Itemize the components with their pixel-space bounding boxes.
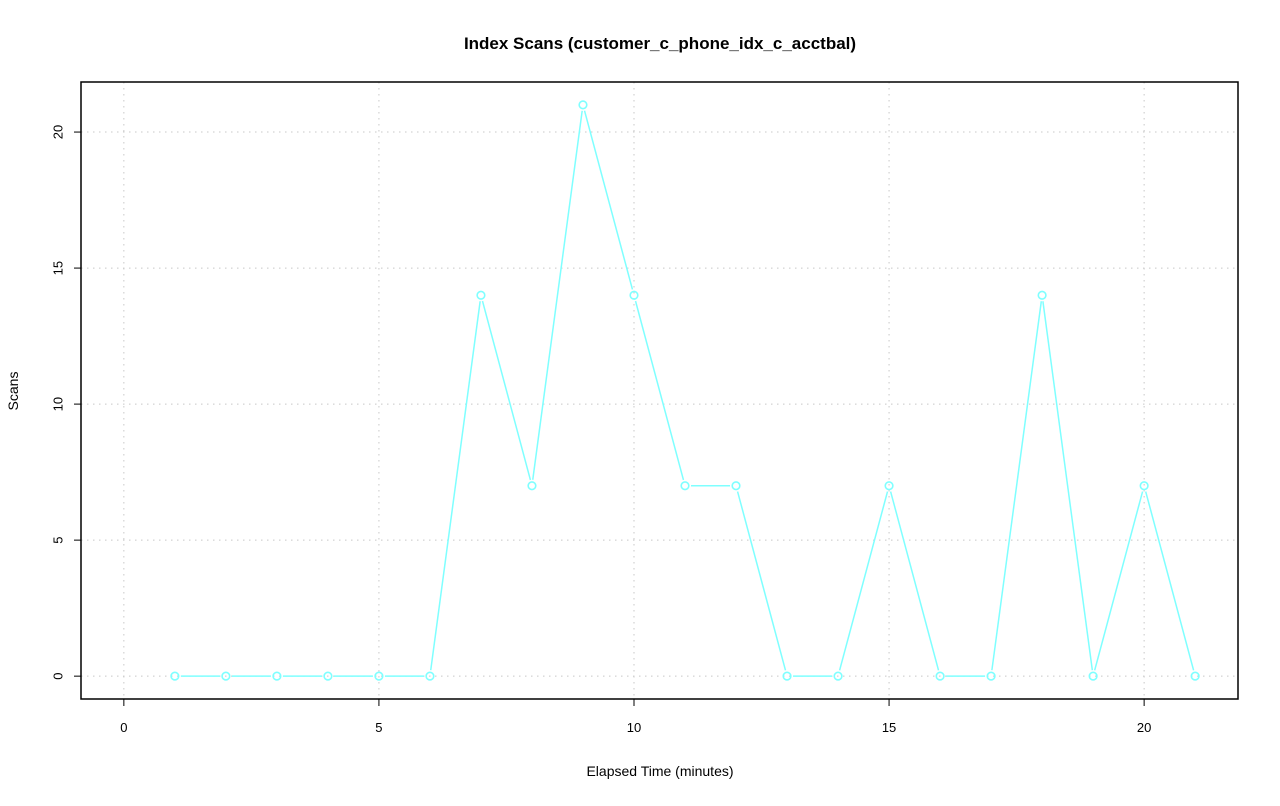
- series-line-segment: [481, 300, 532, 481]
- data-point: [629, 290, 639, 300]
- x-tick-label: 0: [120, 720, 127, 735]
- series-line-segment: [889, 491, 940, 671]
- data-point: [527, 481, 537, 491]
- data-point: [323, 671, 333, 681]
- data-point: [680, 481, 690, 491]
- axes: 0 5 10 15 20 0 5 10 15 20: [50, 125, 1151, 735]
- data-point: [578, 100, 588, 110]
- series-line-segment: [838, 491, 889, 671]
- x-tick-label: 5: [375, 720, 382, 735]
- series-line-segment: [1093, 491, 1144, 671]
- chart-title: Index Scans (customer_c_phone_idx_c_acct…: [464, 34, 856, 53]
- data-point: [1190, 671, 1200, 681]
- y-tick-label: 10: [50, 397, 65, 411]
- series-line-segment: [991, 301, 1043, 671]
- series-line-segment: [1042, 301, 1094, 671]
- x-tick-label: 10: [627, 720, 641, 735]
- data-point: [782, 671, 792, 681]
- data-point: [986, 671, 996, 681]
- y-tick-label: 5: [50, 537, 65, 544]
- plot-frame: [80, 81, 1239, 700]
- series-line-segment: [532, 110, 583, 480]
- data-point: [170, 671, 180, 681]
- series-line-segment: [634, 300, 685, 481]
- y-axis-label: Scans: [5, 372, 21, 411]
- data-point: [884, 481, 894, 491]
- data-point: [425, 671, 435, 681]
- data-point: [1088, 671, 1098, 681]
- data-point: [476, 290, 486, 300]
- data-point: [935, 671, 945, 681]
- series-line-segment: [1144, 491, 1195, 671]
- y-tick-label: 20: [50, 125, 65, 139]
- series-line-segment: [583, 110, 634, 290]
- series-line-segment: [736, 491, 787, 671]
- x-axis-label: Elapsed Time (minutes): [586, 763, 733, 779]
- series-line-segment: [429, 301, 481, 671]
- data-point: [833, 671, 843, 681]
- data-point: [272, 671, 282, 681]
- data-point: [1037, 290, 1047, 300]
- x-tick-label: 15: [882, 720, 896, 735]
- x-tick-label: 20: [1137, 720, 1151, 735]
- y-tick-label: 0: [50, 673, 65, 680]
- series: [170, 100, 1200, 681]
- y-tick-label: 15: [50, 261, 65, 275]
- data-point: [374, 671, 384, 681]
- data-point: [731, 481, 741, 491]
- data-point: [221, 671, 231, 681]
- data-point: [1139, 481, 1149, 491]
